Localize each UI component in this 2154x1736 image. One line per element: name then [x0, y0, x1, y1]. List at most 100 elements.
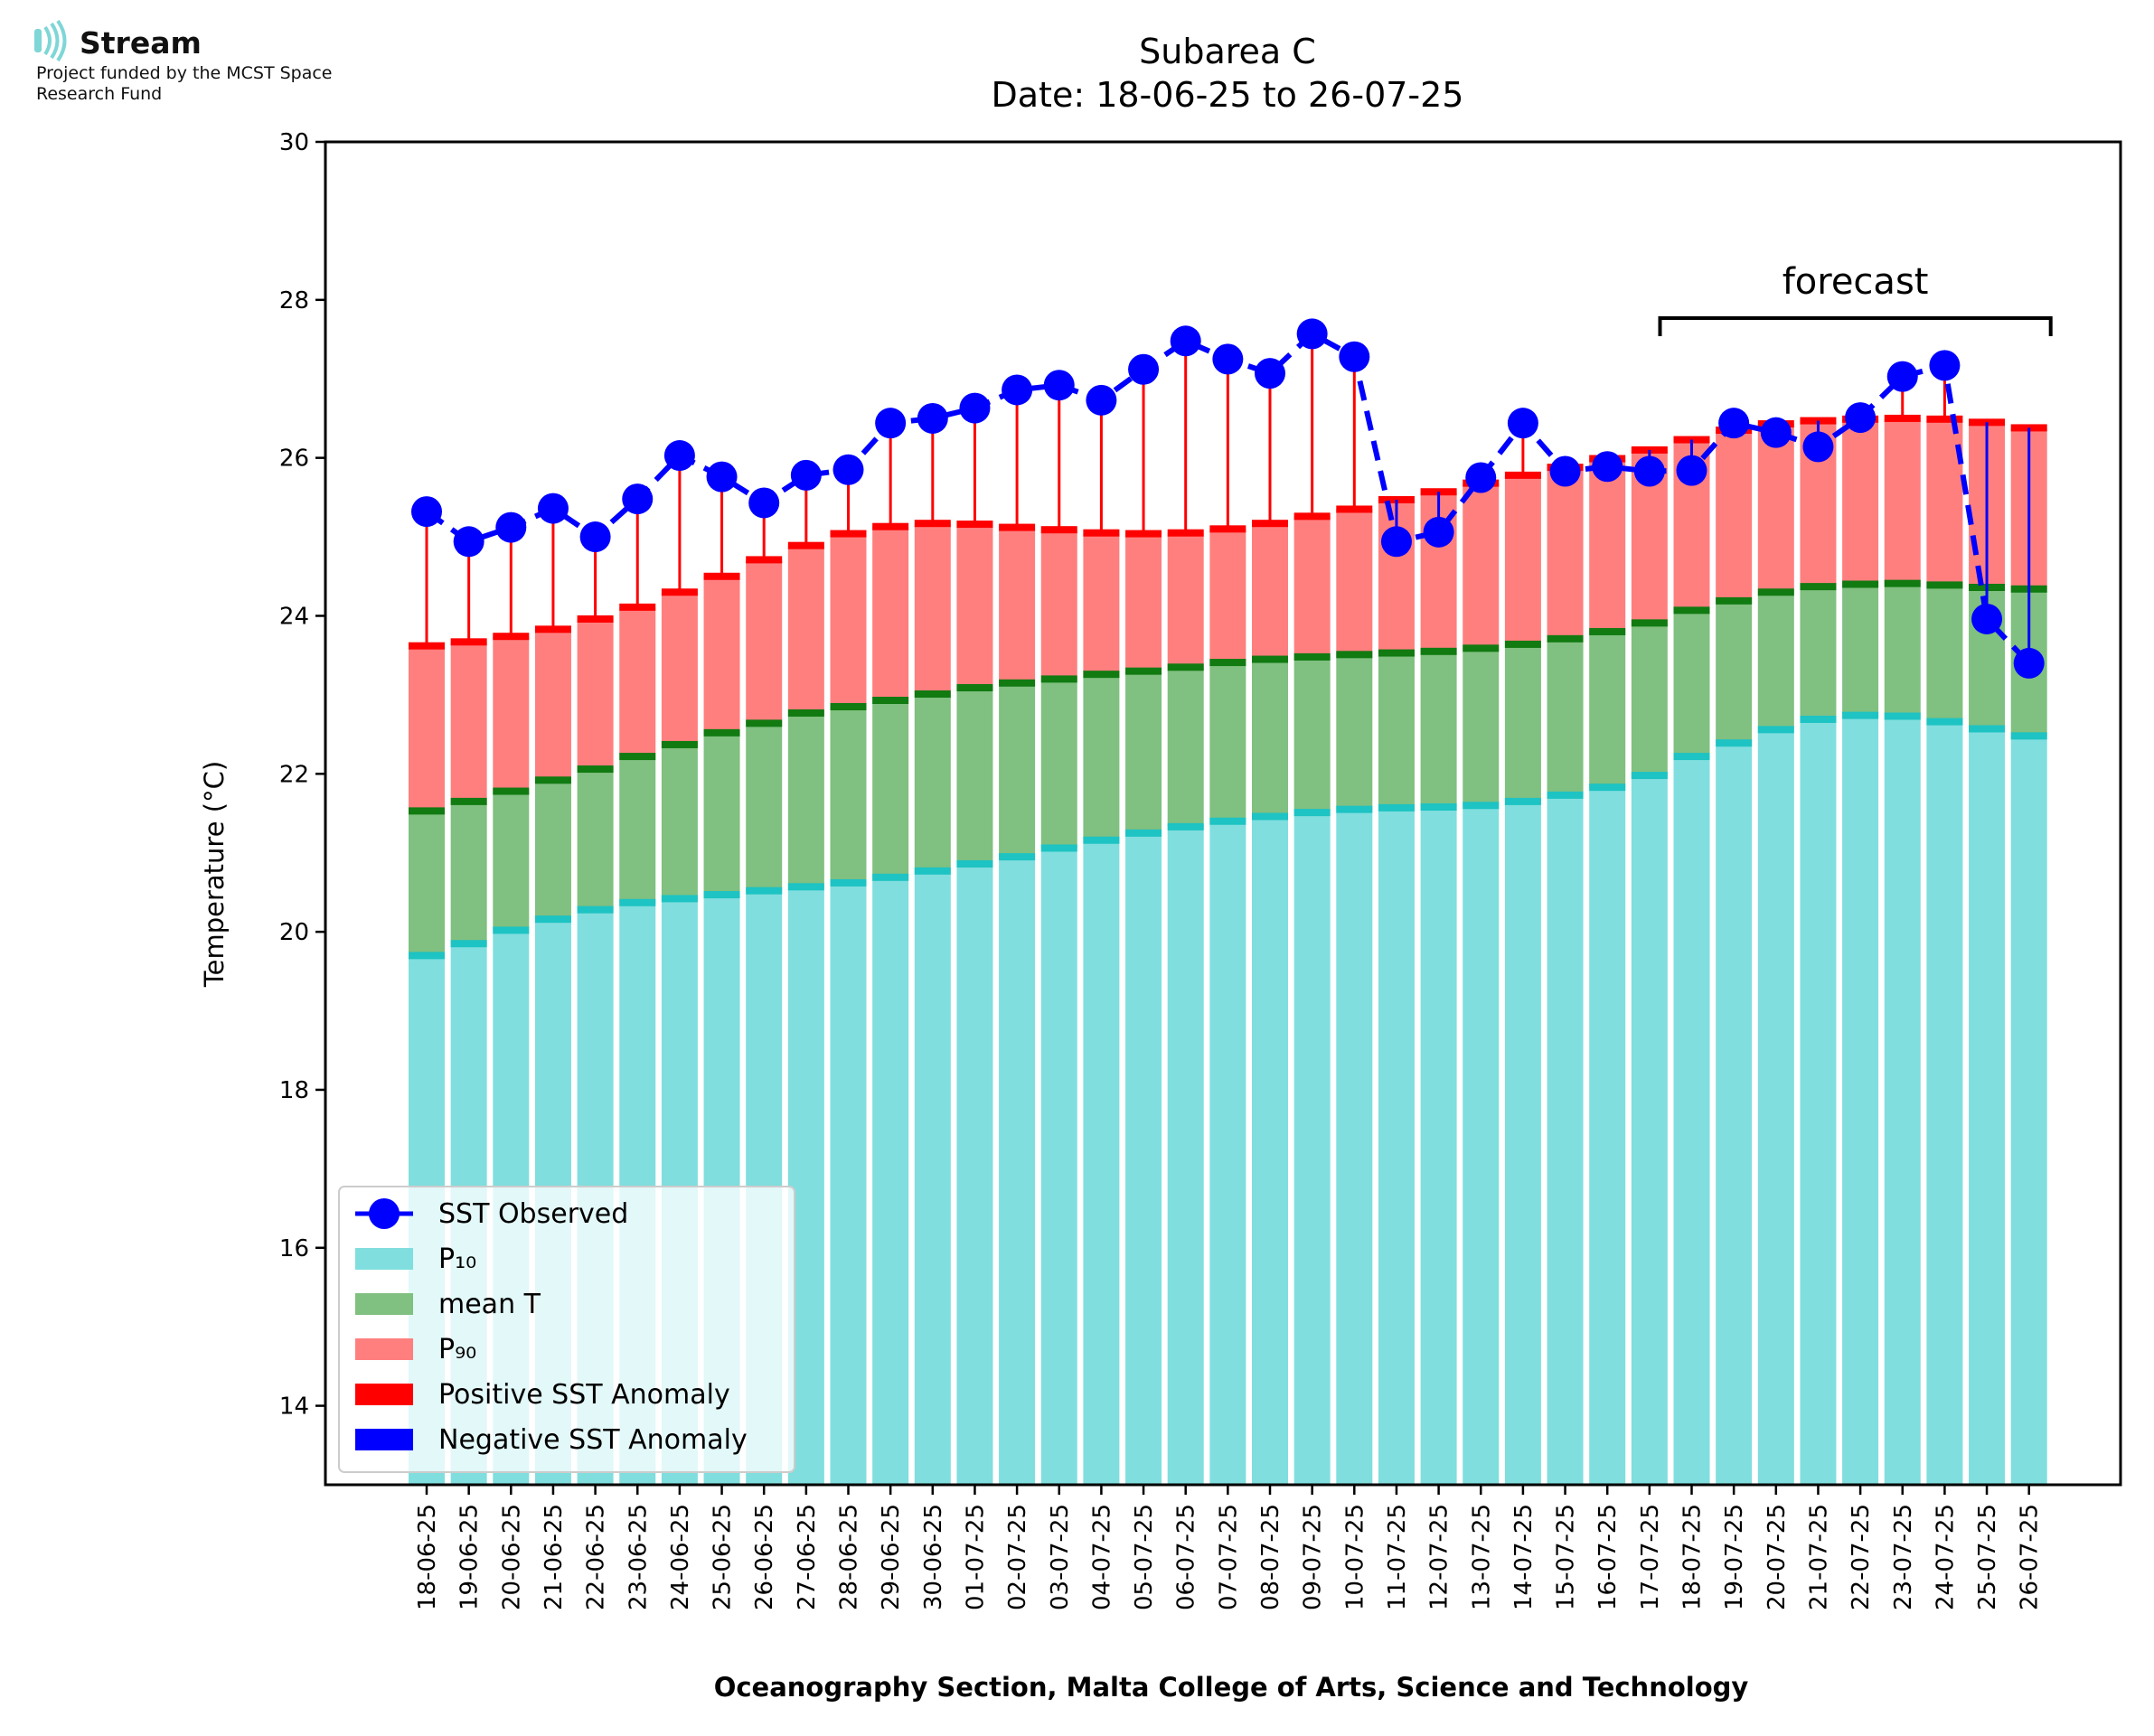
mean-t-edge-line — [409, 807, 445, 815]
x-tick-label: 12-07-25 — [1426, 1504, 1453, 1610]
p10-edge-line — [409, 952, 445, 960]
p90-bar — [746, 559, 783, 724]
x-tick-label: 22-07-25 — [1848, 1504, 1875, 1610]
x-tick-label: 02-07-25 — [1004, 1504, 1031, 1610]
y-tick-label: 14 — [279, 1393, 309, 1421]
mean-t-bar — [1842, 584, 1879, 716]
p90-bar — [1463, 483, 1500, 649]
sst-observed-point — [1296, 318, 1328, 350]
legend-box — [338, 1186, 795, 1473]
mean-t-bar — [999, 682, 1036, 858]
mean-t-bar — [619, 756, 656, 903]
x-tick-label: 30-06-25 — [920, 1504, 947, 1610]
p90-bar — [872, 526, 909, 701]
p10-edge-line — [1757, 726, 1794, 734]
p10-edge-line — [1926, 718, 1963, 726]
p90-bar — [534, 629, 571, 781]
y-axis-label: Temperature (°C) — [199, 761, 230, 988]
p90-bar — [1716, 430, 1753, 601]
p10-edge-line — [2010, 732, 2047, 740]
p90-bar — [1252, 523, 1288, 660]
sst-observed-point — [748, 487, 780, 519]
sst-observed-point — [1212, 343, 1244, 375]
p10-edge-line — [999, 853, 1036, 861]
legend-entry: SST Observed — [438, 1198, 628, 1230]
sst-observed-point — [1086, 384, 1117, 416]
x-tick-label: 05-07-25 — [1131, 1504, 1158, 1610]
mean-t-bar — [1673, 610, 1710, 757]
p10-edge-line — [661, 895, 698, 903]
x-axis-label: Oceanography Section, Malta College of A… — [714, 1672, 1749, 1703]
p10-edge-line — [1125, 829, 1162, 837]
mean-t-bar — [1125, 671, 1162, 833]
p10-bar — [1293, 812, 1331, 1485]
mean-t-edge-line — [493, 787, 530, 795]
y-tick-label: 22 — [279, 761, 309, 788]
legend-swatch-marker — [369, 1198, 400, 1229]
sst-observed-point — [1886, 361, 1918, 392]
p10-bar — [1504, 801, 1541, 1485]
p10-edge-line — [1547, 791, 1584, 799]
x-tick-label: 01-07-25 — [962, 1504, 989, 1610]
p10-edge-line — [493, 926, 530, 934]
p10-bar — [1463, 805, 1500, 1485]
mean-t-bar — [1336, 654, 1373, 810]
p10-edge-line — [1378, 803, 1415, 812]
mean-t-bar — [577, 769, 614, 910]
mean-t-bar — [450, 801, 487, 944]
sst-observed-point — [1380, 526, 1412, 558]
legend-entry: P₁₀ — [438, 1243, 476, 1275]
x-tick-label: 14-07-25 — [1510, 1504, 1538, 1610]
x-tick-label: 11-07-25 — [1384, 1504, 1411, 1610]
p10-edge-line — [1167, 822, 1204, 830]
mean-t-bar — [1589, 631, 1626, 788]
mean-t-edge-line — [1547, 634, 1584, 643]
x-tick-label: 23-06-25 — [625, 1504, 652, 1610]
mean-t-edge-line — [1716, 596, 1753, 605]
p10-bar — [1842, 715, 1879, 1485]
p90-bar — [1504, 474, 1541, 644]
sst-observed-point — [1507, 408, 1538, 439]
x-tick-label: 17-07-25 — [1637, 1504, 1664, 1610]
p10-bar — [1167, 826, 1204, 1485]
p10-bar — [1252, 816, 1288, 1485]
mean-t-edge-line — [1252, 655, 1288, 663]
legend-swatch — [355, 1384, 413, 1405]
legend-entry: mean T — [438, 1289, 541, 1320]
p10-bar — [956, 863, 993, 1485]
mean-t-bar — [1293, 656, 1331, 813]
p90-bar — [1336, 509, 1373, 655]
x-tick-label: 07-07-25 — [1215, 1504, 1242, 1610]
mean-t-bar — [409, 811, 445, 956]
mean-t-edge-line — [1336, 651, 1373, 659]
p10-edge-line — [1884, 712, 1921, 720]
plot-frame — [324, 140, 2122, 1487]
mean-t-bar — [1083, 674, 1120, 840]
mean-t-edge-line — [1589, 627, 1626, 635]
mean-t-edge-line — [914, 690, 951, 699]
sst-observed-point — [1802, 431, 1834, 463]
p10-bar — [872, 877, 909, 1485]
p10-edge-line — [1463, 802, 1500, 810]
mean-t-bar — [787, 712, 824, 887]
p10-edge-line — [914, 867, 951, 875]
sst-observed-point — [1971, 603, 2003, 634]
mean-t-bar — [1209, 662, 1246, 821]
p10-edge-line — [1969, 725, 2006, 733]
mean-t-edge-line — [1884, 579, 1921, 587]
y-tick-label: 30 — [279, 129, 309, 156]
p10-bar — [1716, 743, 1753, 1485]
p90-bar — [1757, 424, 1794, 593]
sst-observed-point — [579, 521, 611, 553]
mean-t-edge-line — [1040, 675, 1077, 683]
p90-bar — [830, 533, 867, 707]
sst-observed-point — [1718, 408, 1750, 439]
p10-edge-line — [787, 883, 824, 891]
mean-t-edge-line — [1800, 583, 1837, 591]
sst-observed-point — [2013, 647, 2045, 679]
mean-t-edge-line — [999, 679, 1036, 687]
p10-edge-line — [1083, 836, 1120, 844]
mean-t-edge-line — [1926, 581, 1963, 589]
mean-t-bar — [1040, 679, 1077, 849]
p90-bar — [577, 618, 614, 770]
